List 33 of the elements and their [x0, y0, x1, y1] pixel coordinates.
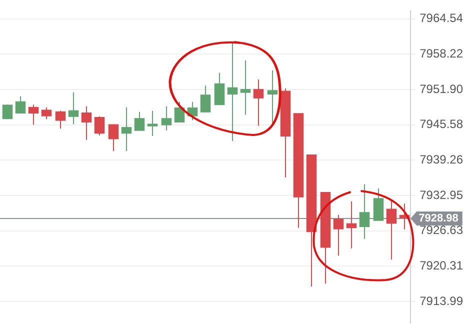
- candlestick: [253, 78, 264, 126]
- candlestick: [373, 188, 384, 221]
- candlestick: [333, 214, 344, 256]
- candlestick: [134, 111, 145, 131]
- candlestick: [15, 96, 26, 114]
- candlestick: [174, 101, 185, 122]
- y-tick-label: 7958.22: [420, 46, 464, 60]
- y-tick-label: 7926.63: [420, 223, 464, 238]
- candlestick: [386, 200, 397, 260]
- candlestick: [161, 106, 172, 131]
- y-tick-label: 7920.31: [420, 258, 464, 273]
- y-tick-label: 7939.26: [420, 152, 464, 167]
- ref-line-label: 7928.98: [418, 212, 458, 225]
- y-tick-label: 7913.99: [420, 294, 464, 308]
- candlestick: [81, 106, 92, 140]
- candlestick: [147, 110, 158, 136]
- candlestick: [240, 60, 251, 116]
- candlestick: [121, 106, 132, 152]
- candlestick: [359, 184, 370, 240]
- candlestick: [94, 116, 105, 136]
- candlestick: [28, 104, 39, 126]
- candlestick: [41, 106, 52, 120]
- candlestick: [227, 41, 238, 142]
- y-tick-label: 7945.58: [420, 117, 464, 132]
- y-tick-label: 7951.90: [420, 82, 464, 96]
- y-tick-label: 7964.54: [420, 11, 464, 26]
- candlestick: [2, 104, 13, 120]
- y-tick-label: 7932.95: [420, 188, 464, 202]
- candlestick: [200, 85, 211, 112]
- candlestick: [108, 124, 119, 152]
- candlestick: [214, 72, 225, 106]
- candlestick: [55, 110, 66, 130]
- candlestick: [68, 92, 79, 125]
